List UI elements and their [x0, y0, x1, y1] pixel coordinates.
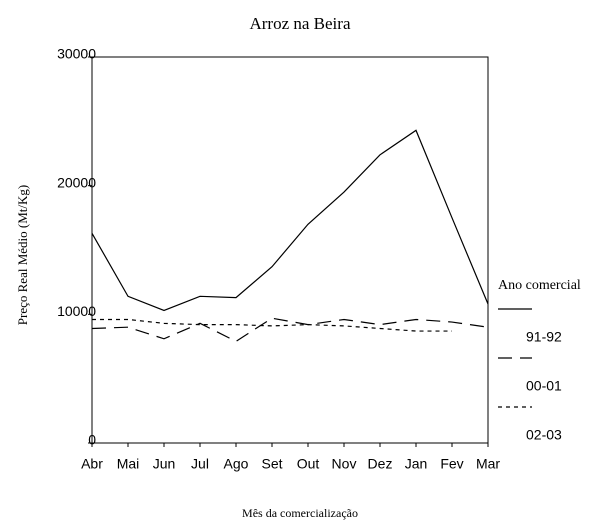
plot-frame: [91, 56, 489, 444]
chart-title: Arroz na Beira: [249, 14, 350, 33]
x-tick-label: Set: [261, 456, 282, 472]
x-tick-label: Jan: [405, 456, 428, 472]
x-tick-label: Dez: [368, 456, 393, 472]
legend-label: 02-03: [526, 427, 562, 443]
y-tick-label: 0: [88, 432, 96, 448]
x-tick-label: Fev: [440, 456, 463, 472]
x-tick-label: Out: [297, 456, 320, 472]
y-axis-label: Preço Real Médio (Mt/Kg): [15, 185, 30, 325]
series-line: [92, 318, 452, 332]
x-tick-label: Ago: [224, 456, 249, 472]
x-tick-label: Jul: [191, 456, 209, 472]
x-tick-label: Mar: [476, 456, 500, 472]
legend-title: Ano comercial: [498, 278, 581, 293]
y-tick-label: 20000: [57, 174, 96, 190]
x-tick-label: Abr: [81, 456, 103, 472]
y-tick-label: 30000: [57, 46, 96, 62]
series-line: [91, 129, 489, 312]
x-tick-label: Nov: [332, 456, 357, 472]
series-line: [91, 317, 489, 343]
legend-label: 00-01: [526, 378, 562, 394]
y-tick-label: 10000: [57, 303, 96, 319]
x-axis-label: Mês da comercialização: [242, 506, 358, 520]
x-tick-label: Mai: [117, 456, 140, 472]
legend-label: 91-92: [526, 329, 562, 345]
x-tick-label: Jun: [153, 456, 176, 472]
